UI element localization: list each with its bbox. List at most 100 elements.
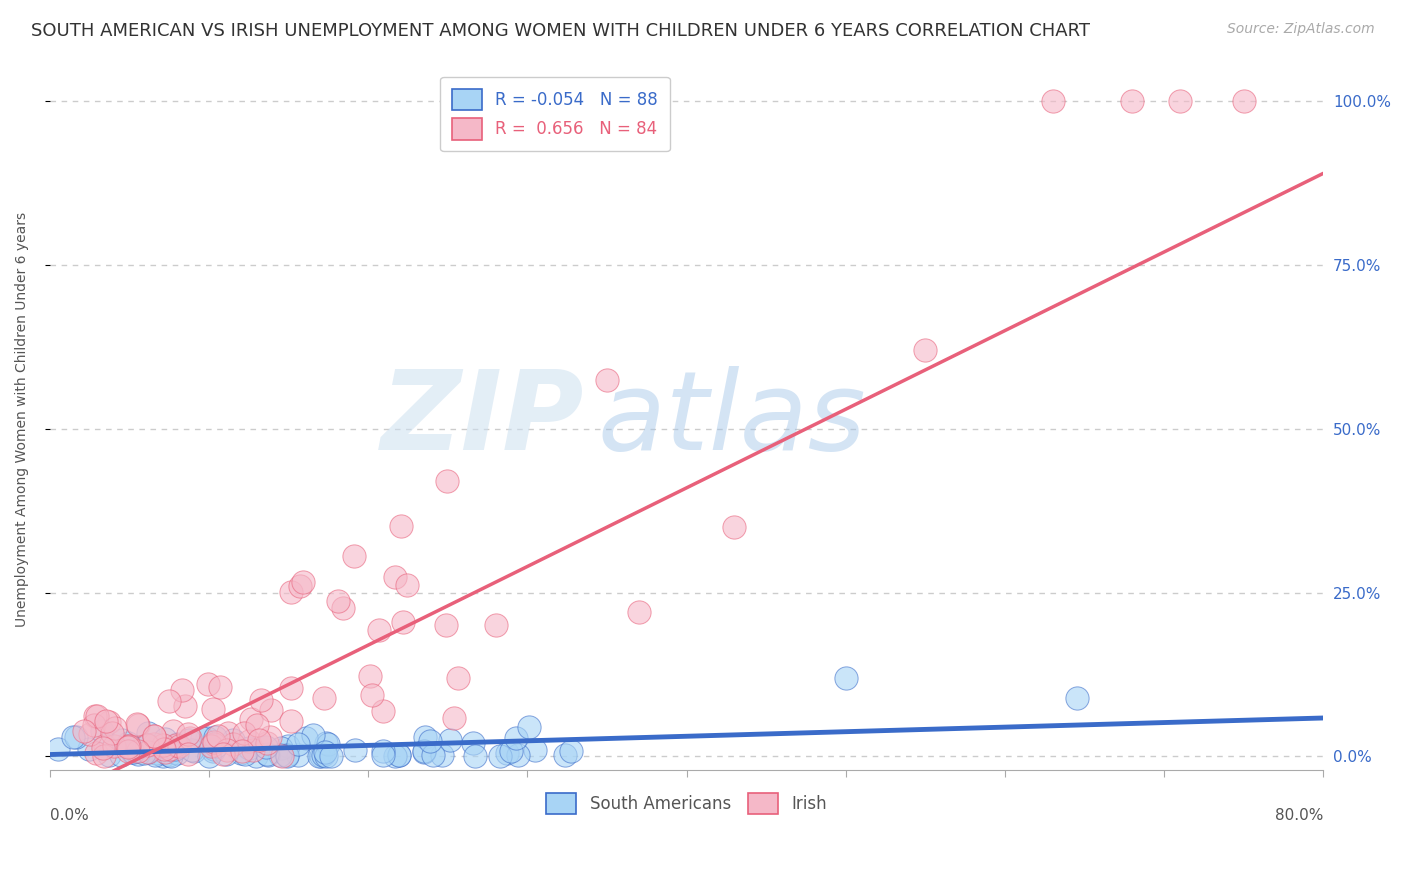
Point bbox=[110, 748, 132, 763]
Point bbox=[295, 731, 318, 745]
Point bbox=[135, 738, 157, 752]
Point bbox=[62, 730, 84, 744]
Point bbox=[208, 680, 231, 694]
Text: Source: ZipAtlas.com: Source: ZipAtlas.com bbox=[1227, 22, 1375, 37]
Point bbox=[134, 746, 156, 760]
Point bbox=[246, 718, 269, 732]
Point bbox=[554, 747, 576, 762]
Point bbox=[359, 669, 381, 683]
Point bbox=[315, 748, 337, 763]
Point bbox=[396, 578, 419, 592]
Point bbox=[136, 726, 159, 740]
Point bbox=[373, 744, 395, 758]
Point bbox=[65, 730, 87, 744]
Point bbox=[202, 735, 225, 749]
Point bbox=[160, 749, 183, 764]
Point bbox=[245, 748, 267, 763]
Point bbox=[259, 730, 281, 744]
Point bbox=[77, 742, 100, 756]
Point bbox=[412, 745, 434, 759]
Point bbox=[256, 736, 278, 750]
Point bbox=[202, 742, 225, 756]
Point bbox=[835, 671, 858, 685]
Point bbox=[419, 733, 441, 747]
Point bbox=[560, 743, 582, 757]
Point bbox=[489, 749, 512, 764]
Point bbox=[195, 731, 218, 746]
Point bbox=[242, 742, 264, 756]
Point bbox=[153, 731, 176, 746]
Point bbox=[596, 373, 619, 387]
Point bbox=[501, 744, 523, 758]
Point bbox=[217, 743, 239, 757]
Point bbox=[276, 749, 298, 764]
Text: ZIP: ZIP bbox=[381, 366, 585, 473]
Point bbox=[117, 739, 139, 754]
Point bbox=[172, 682, 194, 697]
Point bbox=[292, 575, 315, 590]
Point bbox=[125, 717, 148, 731]
Point bbox=[247, 732, 270, 747]
Point bbox=[91, 740, 114, 755]
Point bbox=[314, 690, 336, 705]
Point bbox=[301, 728, 323, 742]
Point bbox=[443, 711, 465, 725]
Point bbox=[270, 749, 292, 764]
Point bbox=[506, 748, 529, 763]
Point bbox=[231, 744, 253, 758]
Legend: South Americans, Irish: South Americans, Irish bbox=[540, 786, 834, 821]
Point bbox=[86, 708, 108, 723]
Point bbox=[464, 748, 486, 763]
Point bbox=[288, 579, 311, 593]
Point bbox=[201, 744, 224, 758]
Point bbox=[104, 721, 127, 735]
Text: SOUTH AMERICAN VS IRISH UNEMPLOYMENT AMONG WOMEN WITH CHILDREN UNDER 6 YEARS COR: SOUTH AMERICAN VS IRISH UNEMPLOYMENT AMO… bbox=[31, 22, 1090, 40]
Point bbox=[495, 746, 517, 760]
Point bbox=[914, 343, 936, 358]
Point bbox=[439, 732, 461, 747]
Point bbox=[287, 737, 309, 751]
Point bbox=[332, 600, 354, 615]
Point bbox=[222, 737, 245, 751]
Point bbox=[198, 749, 221, 764]
Point bbox=[277, 739, 299, 754]
Point bbox=[280, 584, 302, 599]
Point bbox=[367, 623, 389, 637]
Point bbox=[183, 744, 205, 758]
Text: 0.0%: 0.0% bbox=[49, 808, 89, 823]
Point bbox=[231, 746, 253, 760]
Point bbox=[83, 718, 105, 732]
Point bbox=[136, 745, 159, 759]
Point bbox=[157, 747, 180, 762]
Point bbox=[240, 712, 263, 726]
Point bbox=[159, 741, 181, 756]
Point bbox=[430, 747, 453, 762]
Point bbox=[79, 727, 101, 741]
Point bbox=[127, 744, 149, 758]
Point bbox=[84, 708, 107, 723]
Point bbox=[392, 615, 415, 630]
Point bbox=[524, 742, 547, 756]
Point bbox=[197, 676, 219, 690]
Point bbox=[202, 737, 225, 751]
Point bbox=[233, 726, 256, 740]
Point bbox=[174, 699, 197, 714]
Point bbox=[103, 739, 125, 754]
Point bbox=[233, 747, 256, 761]
Point bbox=[86, 746, 108, 760]
Point bbox=[1121, 95, 1143, 109]
Point bbox=[276, 747, 298, 762]
Point bbox=[101, 725, 124, 739]
Point bbox=[162, 723, 184, 738]
Point bbox=[1042, 95, 1064, 109]
Point bbox=[94, 714, 117, 728]
Point bbox=[371, 704, 394, 718]
Point bbox=[73, 723, 96, 738]
Point bbox=[166, 747, 188, 761]
Point bbox=[434, 617, 457, 632]
Point bbox=[280, 681, 302, 696]
Point bbox=[152, 738, 174, 752]
Point bbox=[254, 739, 277, 754]
Point bbox=[94, 739, 117, 753]
Point bbox=[157, 742, 180, 756]
